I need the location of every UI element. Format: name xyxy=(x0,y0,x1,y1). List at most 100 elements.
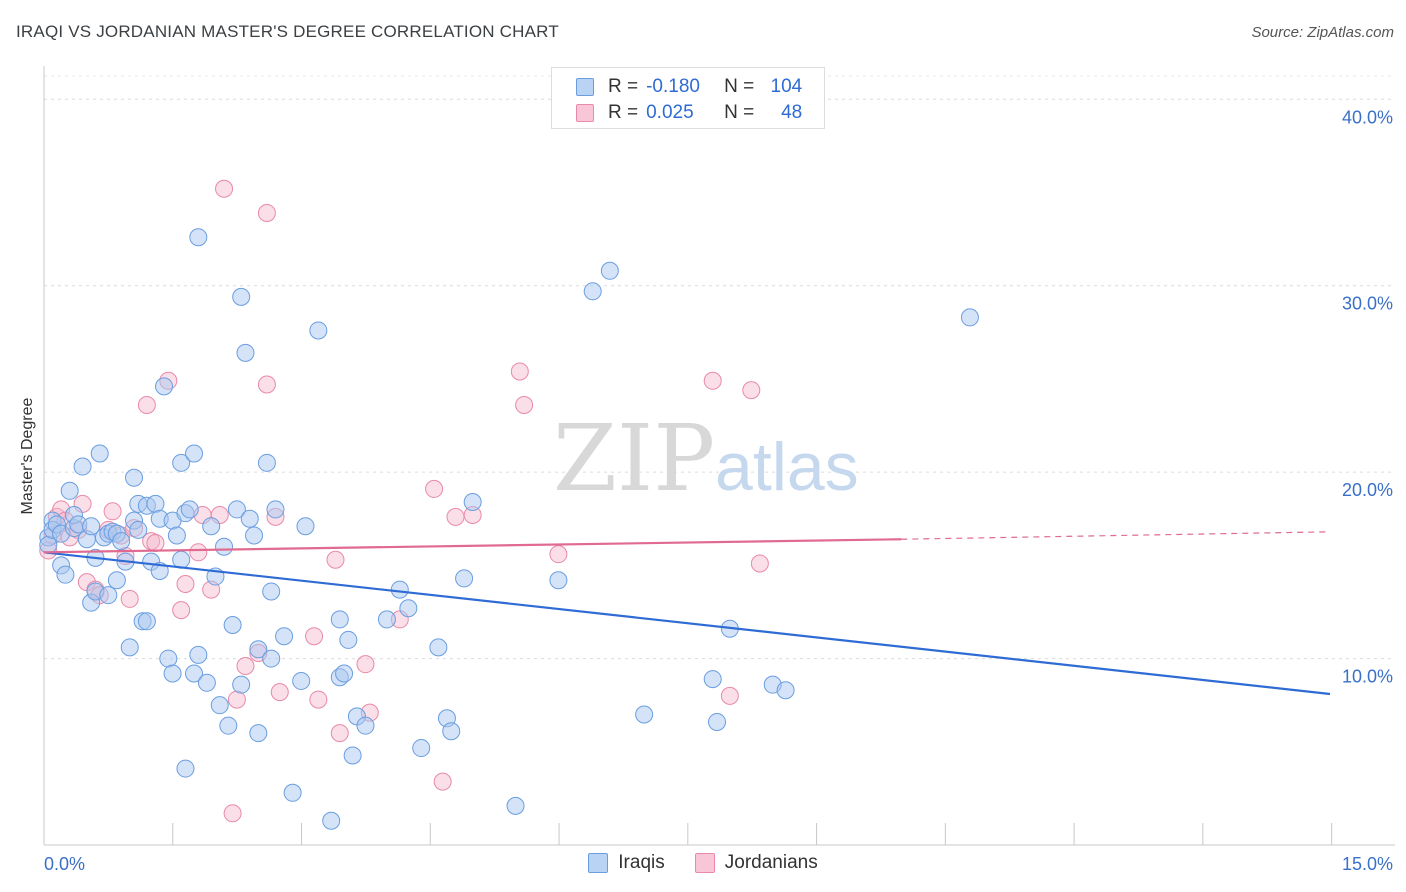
gridlines xyxy=(44,75,1395,660)
jordanian-point xyxy=(236,657,255,676)
iraqi-point xyxy=(185,444,204,463)
iraqi-point xyxy=(202,517,221,536)
iraqi-point xyxy=(215,537,234,556)
iraqi-point xyxy=(189,228,208,247)
iraqi-point xyxy=(159,649,178,668)
legend-row-jordanians: R = 0.025 N = 48 xyxy=(576,101,802,125)
iraqi-point xyxy=(90,444,109,463)
iraqi-point xyxy=(249,724,268,743)
iraqi-point xyxy=(99,586,118,605)
iraqi-point xyxy=(708,712,727,731)
iraqi-point xyxy=(455,569,474,588)
iraqi-point xyxy=(219,716,238,735)
iraqi-point xyxy=(185,664,204,683)
iraqi-point xyxy=(257,453,276,472)
jordanian-point xyxy=(172,601,191,620)
iraqi-point xyxy=(137,612,156,631)
x-tick-label: 0.0% xyxy=(44,854,85,874)
jordanian-point xyxy=(510,362,529,381)
iraqi-point xyxy=(240,509,259,528)
jordanian-point xyxy=(425,479,444,498)
legend-label: Iraqis xyxy=(618,852,665,873)
watermark-zip: ZIP xyxy=(553,405,715,512)
iraqi-point xyxy=(129,520,148,539)
iraqi-point xyxy=(412,739,431,758)
iraqi-point xyxy=(227,500,246,519)
iraqi-point xyxy=(210,696,229,715)
iraqi-point xyxy=(635,705,654,724)
correlation-legend: R = -0.180 N = 104 R = 0.025 N = 48 xyxy=(551,67,825,129)
jordanian-point xyxy=(326,550,345,569)
iraqi-point xyxy=(180,500,199,519)
y-tick-label: 10.0% xyxy=(1342,667,1393,687)
iraqi-point xyxy=(343,746,362,765)
iraqi-point xyxy=(112,532,131,551)
jordanian-point xyxy=(742,381,761,400)
n-label: N = xyxy=(724,76,755,97)
jordanian-point xyxy=(549,545,568,564)
jordanian-point xyxy=(257,375,276,394)
jordanian-point xyxy=(189,543,208,562)
jordanian-point xyxy=(720,686,739,705)
jordanian-point xyxy=(515,396,534,415)
n-label: N = xyxy=(724,102,755,123)
jordanians-swatch xyxy=(694,853,715,873)
iraqi-point xyxy=(275,627,294,646)
legend-item-jordanians[interactable]: Jordanians xyxy=(694,852,818,874)
jordanian-point xyxy=(446,507,465,526)
iraqi-point xyxy=(245,526,264,545)
watermark: ZIP atlas xyxy=(553,405,859,512)
iraqi-point xyxy=(82,517,101,536)
iraqi-point xyxy=(232,675,251,694)
jordanian-point xyxy=(227,690,246,709)
iraqi-point xyxy=(292,671,311,690)
iraqi-point xyxy=(125,468,144,487)
iraqi-point xyxy=(335,664,354,683)
iraqi-point xyxy=(176,759,195,778)
source-label: Source: ZipAtlas.com xyxy=(1251,24,1394,41)
jordanian-point xyxy=(750,554,769,573)
n-value: 104 xyxy=(770,76,803,97)
jordanians-swatch xyxy=(576,104,594,122)
series-legend: Iraqis Jordanians xyxy=(0,852,1406,874)
iraqi-point xyxy=(249,640,268,659)
iraqi-point xyxy=(296,517,315,536)
iraqi-point xyxy=(463,492,482,511)
iraqi-point xyxy=(236,343,255,362)
iraqi-point xyxy=(155,377,174,396)
iraqi-point xyxy=(960,308,979,327)
legend-row-iraqis: R = -0.180 N = 104 xyxy=(576,75,802,99)
iraqi-point xyxy=(262,649,281,668)
jordanian-point xyxy=(330,724,349,743)
jordanian-point xyxy=(215,179,234,198)
iraqi-point xyxy=(163,664,182,683)
iraqi-point xyxy=(120,638,139,657)
iraqi-point xyxy=(549,571,568,590)
trend-lines xyxy=(43,531,1331,696)
jordanian-point xyxy=(270,683,289,702)
legend-item-iraqis[interactable]: Iraqis xyxy=(588,852,665,874)
iraqi-point xyxy=(600,261,619,280)
iraqi-point xyxy=(309,321,328,340)
iraqi-point xyxy=(322,811,341,830)
iraqis-points xyxy=(39,228,979,830)
jordanian-point xyxy=(176,575,195,593)
iraqi-point xyxy=(429,638,448,657)
iraqi-point xyxy=(73,457,92,476)
y-axis-label: Master's Degree xyxy=(19,397,36,515)
jordanian-point xyxy=(103,502,122,521)
iraqis-trend-line xyxy=(43,551,1331,696)
jordanian-point xyxy=(703,371,722,390)
iraqi-point xyxy=(377,610,396,629)
chart-title: IRAQI VS JORDANIAN MASTER'S DEGREE CORRE… xyxy=(16,22,559,41)
iraqi-point xyxy=(232,287,251,306)
iraqi-point xyxy=(266,500,285,519)
iraqi-point xyxy=(330,610,349,629)
jordanian-point xyxy=(137,396,156,415)
axes xyxy=(43,66,1395,846)
iraqi-point xyxy=(60,481,79,500)
iraqi-point xyxy=(283,783,302,802)
y-tick-label: 30.0% xyxy=(1342,294,1393,314)
r-value: 0.025 xyxy=(646,102,694,123)
